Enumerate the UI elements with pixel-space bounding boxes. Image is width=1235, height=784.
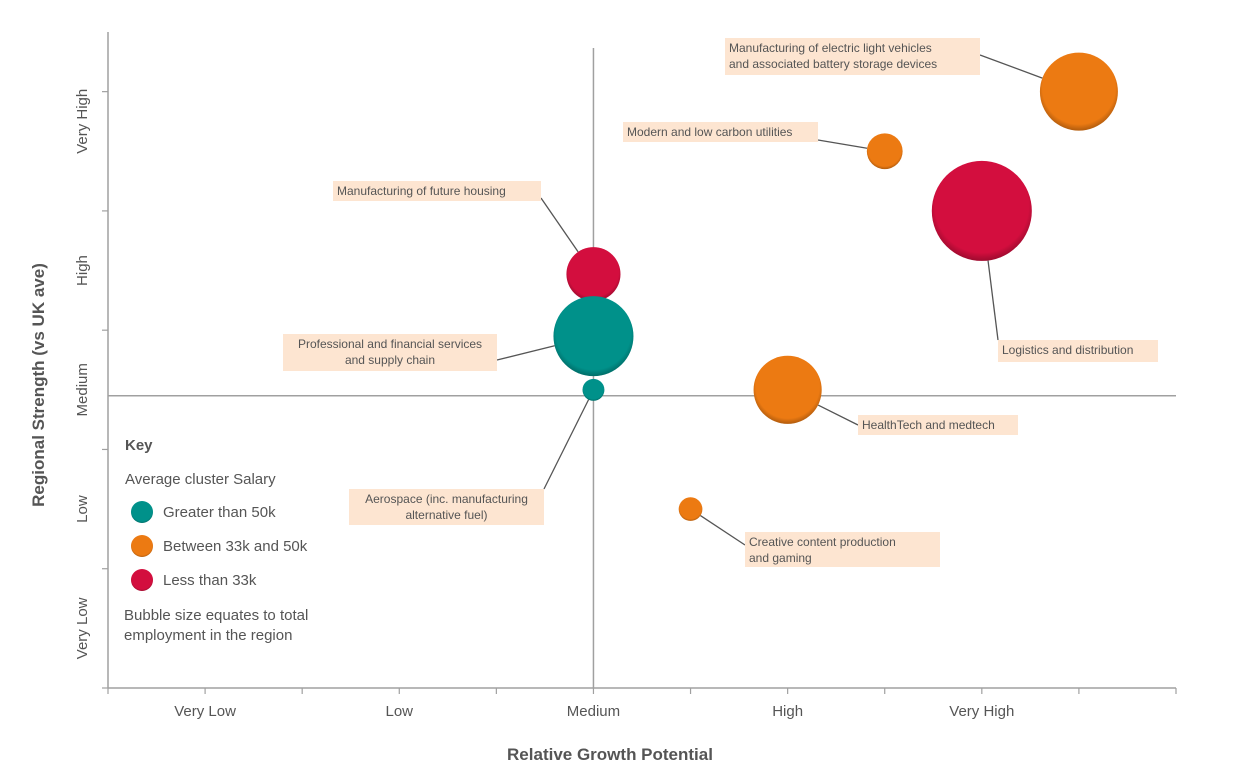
y-axis-title: Regional Strength (vs UK ave) — [29, 263, 48, 507]
bubble-shade — [753, 355, 822, 424]
leader-line — [496, 345, 555, 361]
legend: Key Average cluster Salary Greater than 50… — [124, 437, 308, 644]
bubble-shade — [678, 497, 703, 521]
leader-lines — [496, 54, 1043, 546]
bubble-label: and supply chain — [345, 353, 435, 367]
x-tick-label: Very High — [949, 703, 1014, 720]
leader-line — [700, 515, 746, 546]
x-tick-label: High — [772, 703, 803, 720]
leader-line — [987, 260, 999, 341]
x-tick-label: Medium — [567, 703, 620, 720]
bubble-shade — [566, 247, 621, 302]
label-box — [333, 181, 541, 201]
bubble-label: Manufacturing of future housing — [337, 184, 506, 198]
bubble-label: Professional and financial services — [298, 337, 482, 351]
bubble-label: and gaming — [749, 551, 812, 565]
label-box — [858, 415, 1018, 435]
label-box — [725, 38, 980, 75]
legend-swatch-shade — [131, 501, 153, 523]
bubble-shade — [1039, 52, 1118, 131]
axes: Very Low Low Medium High Very High Very Low Lo… — [74, 32, 1177, 720]
leader-line — [817, 404, 859, 426]
legend-note: Bubble size equates to total — [124, 607, 308, 624]
leader-line — [979, 54, 1043, 79]
x-tick-label: Low — [386, 703, 414, 720]
bubble-shade — [866, 133, 903, 170]
legend-title: Key — [125, 437, 153, 454]
label-box — [623, 122, 818, 142]
leader-line — [817, 139, 868, 149]
bubble-label: Modern and low carbon utilities — [627, 125, 792, 139]
bubble-label: Creative content production — [749, 535, 896, 549]
bubble-label: Manufacturing of electric light vehicles — [729, 41, 932, 55]
label-box — [745, 532, 940, 567]
legend-subtitle: Average cluster Salary — [125, 471, 276, 488]
bubble-label: HealthTech and medtech — [862, 418, 995, 432]
y-tick-label: Medium — [74, 363, 91, 416]
legend-swatch-shade — [131, 535, 153, 557]
label-box — [349, 489, 544, 525]
legend-item-label: Less than 33k — [163, 572, 257, 589]
y-tick-label: Very High — [74, 89, 91, 154]
bubble-shade — [582, 378, 605, 401]
x-axis-title: Relative Growth Potential — [507, 745, 713, 764]
bubble-shade — [553, 296, 634, 377]
bubble-label: Aerospace (inc. manufacturing — [365, 492, 528, 506]
x-tick-label: Very Low — [174, 703, 236, 720]
legend-item-label: Greater than 50k — [163, 504, 276, 521]
legend-note: employment in the region — [124, 627, 292, 644]
bubble-labels: Manufacturing of electric light vehicles… — [283, 38, 1158, 567]
y-tick-label: High — [74, 255, 91, 286]
bubble-label: alternative fuel) — [405, 508, 487, 522]
bubble-label: Logistics and distribution — [1002, 343, 1133, 357]
legend-swatch-shade — [131, 569, 153, 591]
y-tick-label: Low — [74, 495, 91, 523]
leader-line — [540, 197, 579, 253]
legend-item-label: Between 33k and 50k — [163, 538, 308, 555]
leader-line — [543, 399, 590, 490]
bubble-shade — [931, 160, 1032, 261]
label-box — [283, 334, 497, 371]
label-box — [998, 340, 1158, 362]
bubble-label: and associated battery storage devices — [729, 57, 937, 71]
bubbles — [553, 52, 1118, 521]
y-tick-label: Very Low — [74, 597, 91, 659]
